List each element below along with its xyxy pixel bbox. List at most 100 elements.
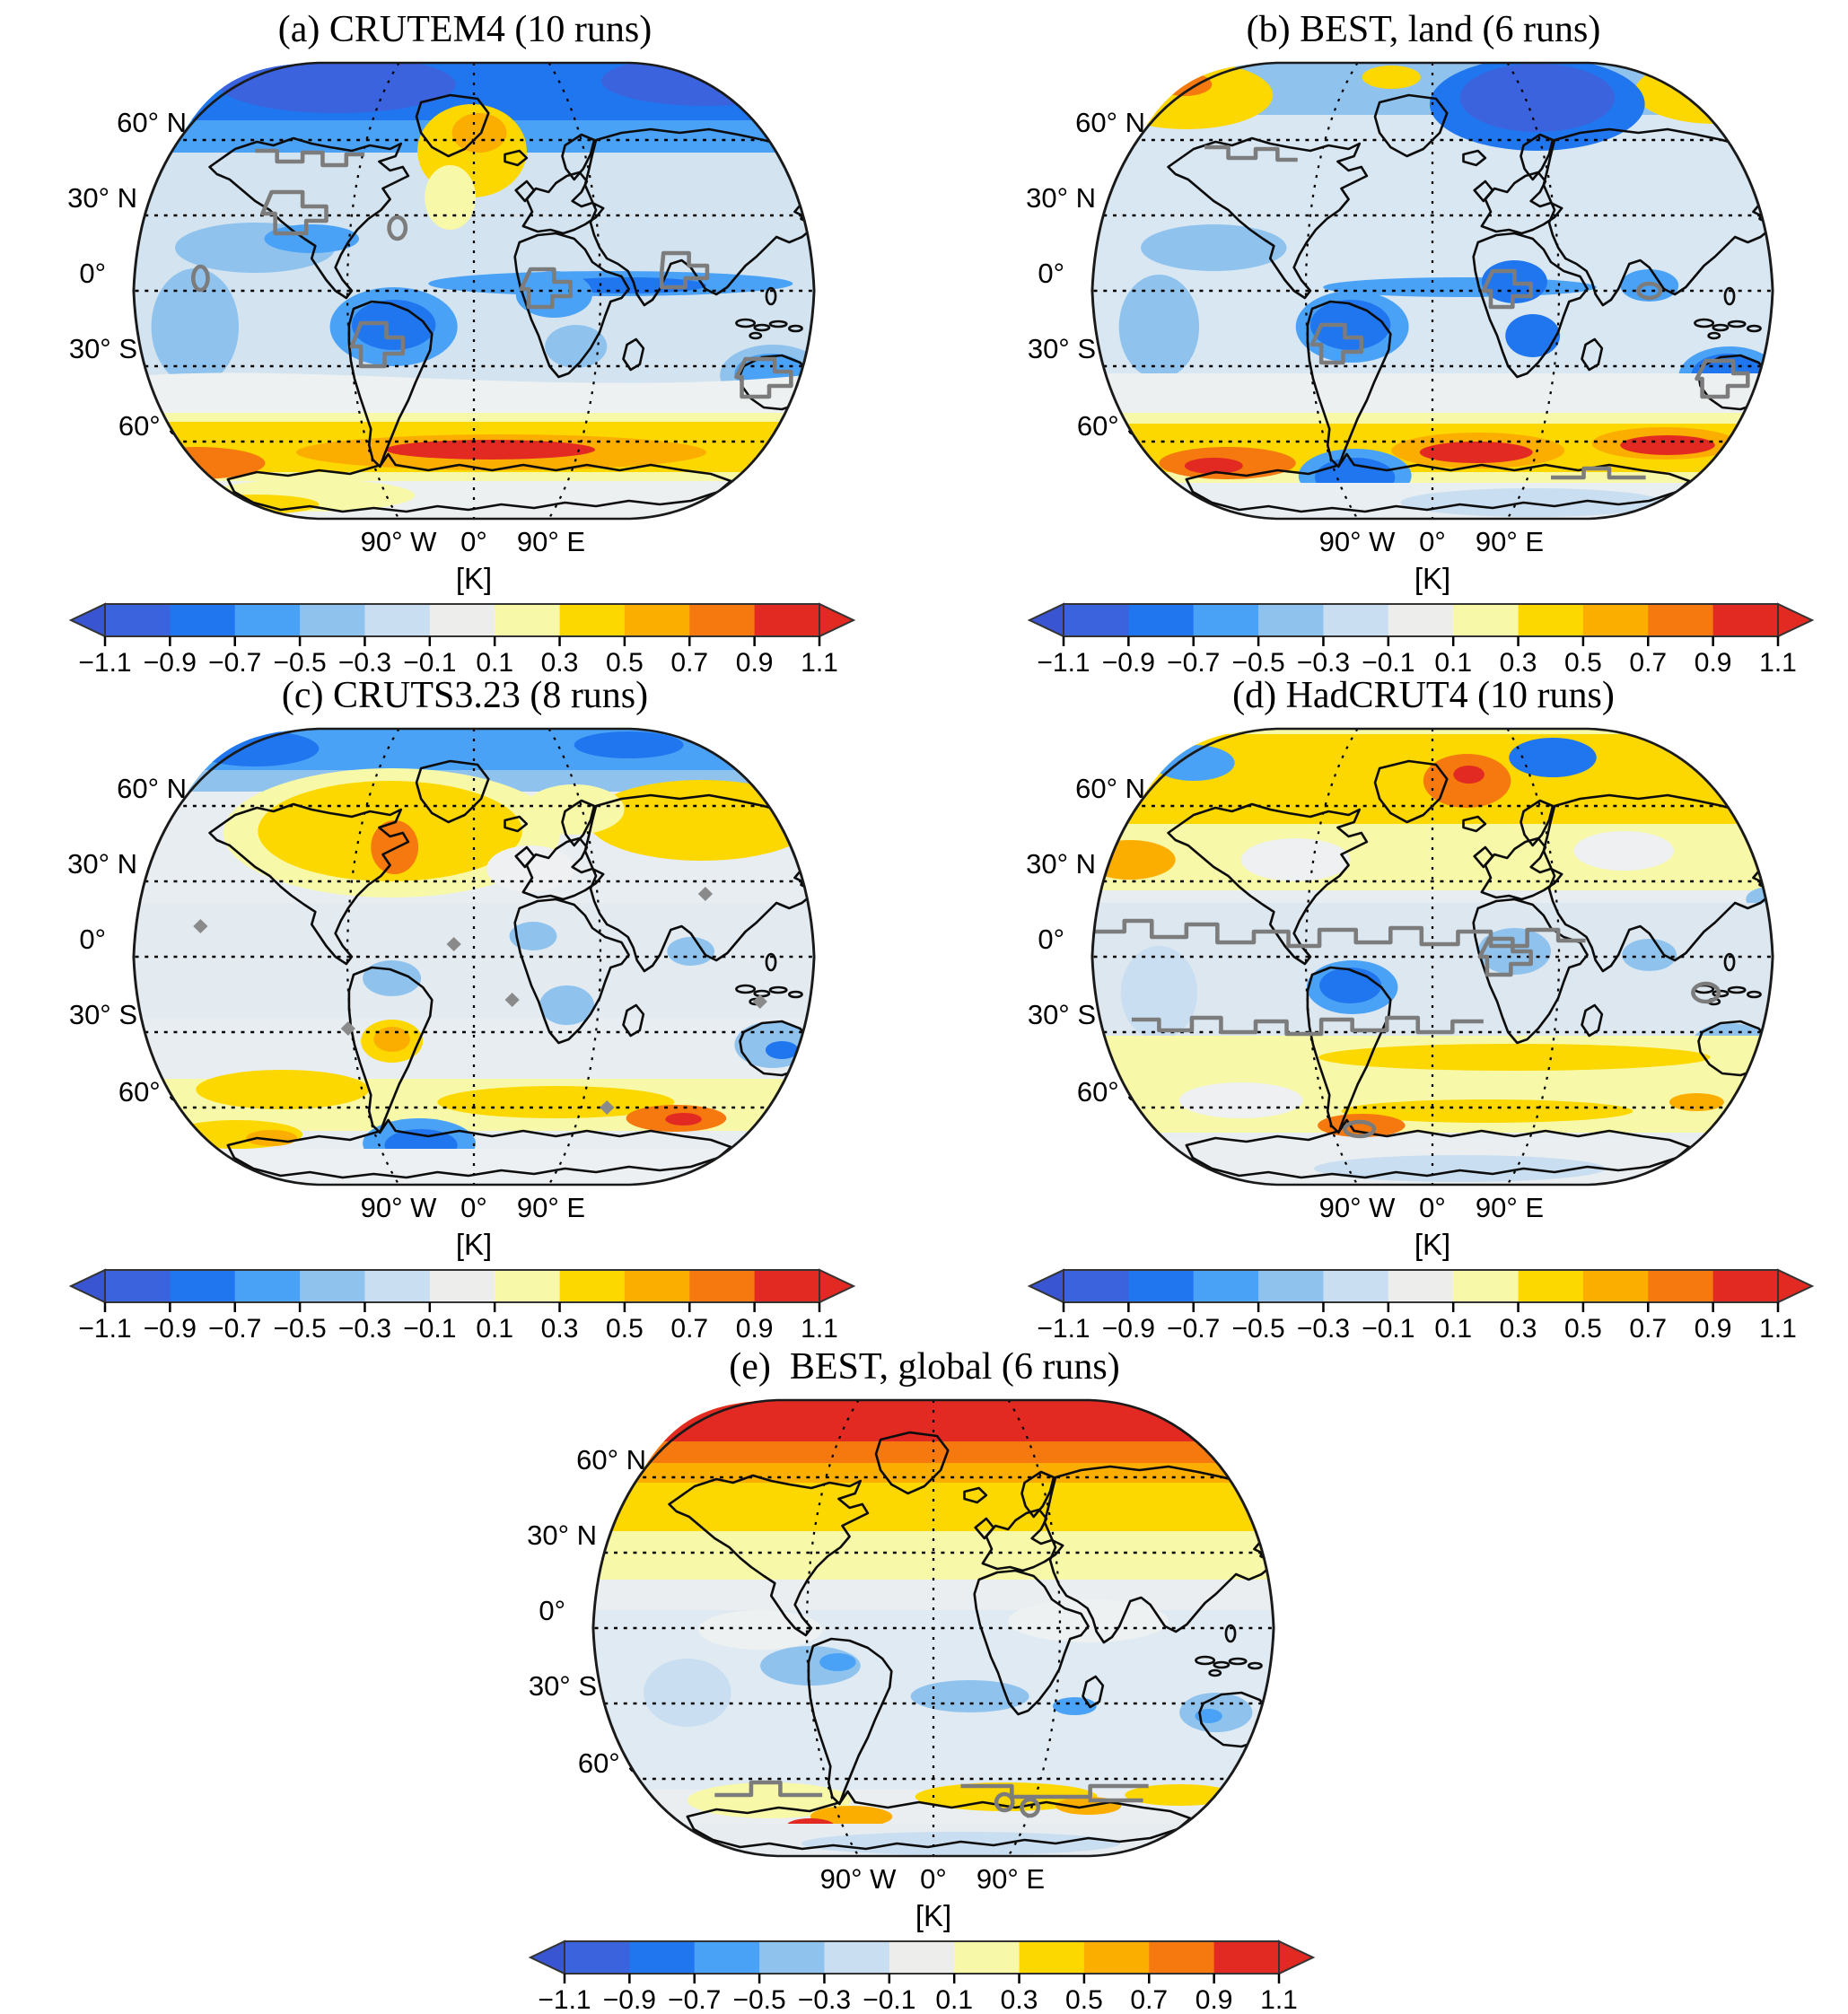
- svg-text:−1.1: −1.1: [538, 1985, 591, 2014]
- svg-text:0.7: 0.7: [670, 648, 708, 678]
- lat-label-0: 0°: [1038, 258, 1064, 289]
- significance-contours: [190, 148, 793, 399]
- svg-text:−1.1: −1.1: [1037, 648, 1090, 678]
- lat-label-30s: 30° S: [68, 333, 137, 364]
- panel-c-unit-row: [K]: [52, 1228, 878, 1265]
- lon-label-90w: 90° W: [1318, 526, 1396, 557]
- svg-text:0.7: 0.7: [1629, 1314, 1667, 1344]
- svg-text:0.3: 0.3: [1500, 648, 1537, 678]
- lon-label-0: 0°: [920, 1863, 947, 1895]
- panel-d-map-area: 60° N 30° N 0° 30° S 60° S: [1011, 723, 1836, 1190]
- svg-text:−0.7: −0.7: [1167, 648, 1220, 678]
- lon-label-90w: 90° W: [819, 1863, 897, 1895]
- anomaly-blobs: [592, 1400, 1274, 1856]
- lat-label-30n: 30° N: [527, 1519, 597, 1551]
- lat-label-30n: 30° N: [1026, 182, 1096, 214]
- panel-e-map-area: 60° N 30° N 0° 30° S 60° S: [512, 1395, 1337, 1861]
- panel-e: (e) BEST, global (6 runs) 60° N 30° N 0°…: [512, 1344, 1337, 2014]
- lat-label-0: 0°: [79, 258, 106, 289]
- panel-d-lon-row: 90° W 0° 90° E: [1011, 1190, 1836, 1228]
- svg-text:−0.1: −0.1: [403, 648, 456, 678]
- lat-label-60n: 60° N: [117, 773, 187, 804]
- panel-c-title: (c) CRUTS3.23 (8 runs): [281, 675, 649, 716]
- panel-a-map-area: 60° N 30° N 0° 30° S 60° S: [52, 57, 878, 524]
- colorbar-unit-label: [K]: [1414, 562, 1451, 595]
- svg-text:0.1: 0.1: [476, 1314, 513, 1344]
- svg-text:−0.9: −0.9: [1102, 1314, 1155, 1344]
- panel-a-unit-row: [K]: [52, 562, 878, 600]
- significance-contours: [1204, 144, 1750, 480]
- svg-text:0.1: 0.1: [1434, 1314, 1472, 1344]
- svg-text:0.5: 0.5: [1065, 1985, 1103, 2014]
- svg-text:0.9: 0.9: [1695, 648, 1732, 678]
- panel-e-unit-row: [K]: [512, 1899, 1337, 1937]
- svg-text:−0.5: −0.5: [273, 1314, 326, 1344]
- panel-b-unit-row: [K]: [1011, 562, 1836, 600]
- svg-text:−0.3: −0.3: [798, 1985, 851, 2014]
- colorbar-svg: −1.1 −0.9 −0.7 −0.5 −0.3 −0.1 0.1 0.3 0.5 0.7 0.9 1…: [68, 1268, 856, 1344]
- lat-label-30s: 30° S: [68, 999, 137, 1030]
- svg-text:0.3: 0.3: [1001, 1985, 1038, 2014]
- svg-text:−0.3: −0.3: [1297, 648, 1350, 678]
- svg-text:0.7: 0.7: [670, 1314, 708, 1344]
- svg-text:−0.9: −0.9: [1102, 648, 1155, 678]
- anomaly-blobs: [1091, 63, 1774, 519]
- panel-d: (d) HadCRUT4 (10 runs) 60° N 30° N 0° 30…: [1011, 673, 1836, 1344]
- panel-e-title: (e) BEST, global (6 runs): [729, 1346, 1120, 1388]
- svg-text:−1.1: −1.1: [78, 1314, 131, 1344]
- colorbar-svg: −1.1 −0.9 −0.7 −0.5 −0.3 −0.1 0.1 0.3 0.5 0.7 0.9 1…: [1027, 1268, 1815, 1344]
- panel-a-title: (a) CRUTEM4 (10 runs): [277, 9, 652, 50]
- lon-label-90e: 90° E: [1475, 1192, 1545, 1223]
- lat-label-60n: 60° N: [576, 1444, 646, 1475]
- svg-text:−0.1: −0.1: [1362, 1314, 1414, 1344]
- panel-a: (a) CRUTEM4 (10 runs) 60° N 30° N 0° 30°…: [52, 7, 878, 679]
- colorbar-svg: −1.1 −0.9 −0.7 −0.5 −0.3 −0.1 0.1 0.3 0.5 0.7 0.9 1…: [1027, 602, 1815, 678]
- panel-d-title: (d) HadCRUT4 (10 runs): [1232, 675, 1615, 716]
- world-map-best-land: [1090, 61, 1774, 521]
- lon-label-90w: 90° W: [1318, 1192, 1396, 1223]
- svg-text:0.9: 0.9: [1196, 1985, 1233, 2014]
- colorbar-unit-label: [K]: [455, 562, 493, 595]
- panel-e-lon-row: 90° W 0° 90° E: [512, 1861, 1337, 1899]
- lon-label-90e: 90° E: [516, 1192, 586, 1223]
- svg-text:−0.3: −0.3: [338, 1314, 391, 1344]
- svg-text:−0.7: −0.7: [668, 1985, 721, 2014]
- lat-label-30n: 30° N: [67, 848, 137, 880]
- world-map-cruts323: [132, 727, 816, 1187]
- significance-contours: [714, 1780, 1149, 1818]
- lon-label-0: 0°: [460, 1192, 487, 1223]
- svg-text:0.1: 0.1: [1434, 648, 1472, 678]
- svg-text:1.1: 1.1: [1759, 648, 1797, 678]
- svg-text:−1.1: −1.1: [1037, 1314, 1090, 1344]
- svg-text:0.5: 0.5: [1564, 648, 1602, 678]
- svg-text:−0.9: −0.9: [144, 648, 197, 678]
- svg-text:−0.9: −0.9: [144, 1314, 197, 1344]
- svg-text:0.5: 0.5: [606, 1314, 644, 1344]
- svg-text:1.1: 1.1: [801, 648, 838, 678]
- lat-label-0: 0°: [79, 924, 106, 955]
- lon-label-90e: 90° E: [976, 1863, 1046, 1895]
- svg-text:0.5: 0.5: [606, 648, 644, 678]
- lat-label-60n: 60° N: [1075, 773, 1145, 804]
- svg-text:−0.5: −0.5: [732, 1985, 785, 2014]
- svg-text:0.9: 0.9: [1695, 1314, 1732, 1344]
- svg-text:0.7: 0.7: [1629, 648, 1667, 678]
- lon-label-0: 0°: [460, 526, 487, 557]
- panel-c: (c) CRUTS3.23 (8 runs) 60° N 30° N 0° 30…: [52, 673, 878, 1344]
- lat-label-30s: 30° S: [528, 1670, 597, 1702]
- lat-label-30n: 30° N: [1026, 848, 1096, 880]
- svg-text:−0.7: −0.7: [208, 648, 261, 678]
- colorbar-unit-label: [K]: [915, 1899, 952, 1932]
- svg-text:−0.9: −0.9: [603, 1985, 656, 2014]
- lon-label-90w: 90° W: [360, 1192, 437, 1223]
- svg-text:0.9: 0.9: [736, 648, 774, 678]
- svg-text:0.3: 0.3: [1500, 1314, 1537, 1344]
- lat-label-0: 0°: [1038, 924, 1064, 955]
- panel-c-map-area: 60° N 30° N 0° 30° S 60° S: [52, 723, 878, 1190]
- colorbar-svg: −1.1 −0.9 −0.7 −0.5 −0.3 −0.1 0.1 0.3 0.5 0.7 0.9 1…: [528, 1940, 1316, 2014]
- anomaly-blobs: [133, 729, 815, 1185]
- colorbar-unit-label: [K]: [1414, 1228, 1451, 1261]
- lat-label-0: 0°: [539, 1595, 565, 1626]
- panel-d-unit-row: [K]: [1011, 1228, 1836, 1265]
